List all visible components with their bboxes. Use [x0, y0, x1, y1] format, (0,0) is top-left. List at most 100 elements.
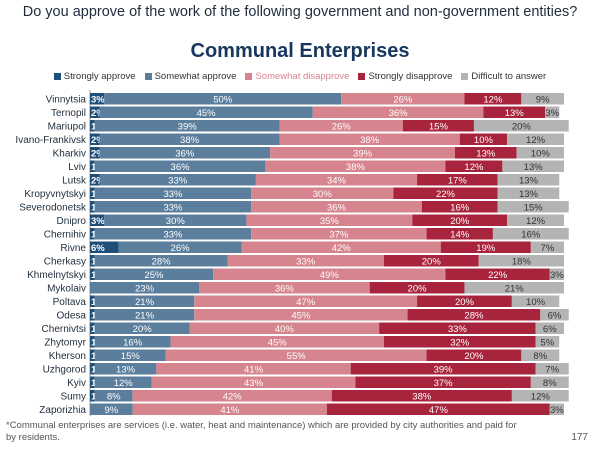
category-label: Zaporizhia: [39, 405, 86, 416]
data-label: 12%: [114, 378, 134, 389]
bar-segment: [90, 309, 95, 321]
data-label: 16%: [123, 337, 143, 348]
bar-segment: [516, 147, 564, 159]
data-label: 3%: [91, 94, 105, 105]
bar-segment: [530, 241, 564, 253]
data-label: 32%: [450, 337, 470, 348]
bar-segment: [170, 336, 384, 348]
data-label: 33%: [163, 189, 183, 200]
bar-segment: [90, 93, 105, 105]
data-label: 41%: [244, 364, 264, 375]
data-label: 2%: [91, 148, 105, 159]
bar-segment: [312, 106, 484, 118]
data-label: 10%: [531, 148, 551, 159]
data-label: 10%: [526, 297, 546, 308]
legend-label: Strongly disapprove: [368, 71, 453, 82]
data-label: 38%: [412, 391, 432, 402]
bar-segment: [165, 349, 427, 361]
bar-segment: [94, 363, 157, 375]
data-label: 36%: [327, 202, 347, 213]
bar-segment: [549, 403, 564, 415]
data-label: 41%: [220, 405, 240, 416]
legend-item: Strongly approve: [53, 71, 136, 82]
bar-segment: [94, 322, 190, 334]
data-label: 2%: [91, 175, 105, 186]
legend-item: Difficult to answer: [461, 71, 546, 82]
bar-segment: [132, 403, 327, 415]
data-label: 8%: [533, 351, 547, 362]
data-label: 21%: [505, 283, 525, 294]
data-label: 30%: [313, 189, 333, 200]
data-label: 23%: [135, 283, 155, 294]
bar-segment: [350, 363, 536, 375]
data-label: 9%: [104, 405, 118, 416]
bar-segment: [492, 228, 569, 240]
data-label: 6%: [548, 310, 562, 321]
category-label: Khmelnytskyi: [27, 270, 86, 281]
data-label: 25%: [144, 270, 164, 281]
data-label: 37%: [434, 378, 454, 389]
data-label: 28%: [464, 310, 484, 321]
bar-segment: [94, 268, 214, 280]
data-label: 34%: [327, 175, 347, 186]
data-label: 33%: [163, 202, 183, 213]
category-label: Kropyvnytskyi: [24, 189, 86, 200]
bar-segment: [90, 241, 119, 253]
legend-swatch: [358, 73, 366, 80]
category-label: Ivano-Frankivsk: [15, 135, 87, 146]
bar-segment: [94, 187, 252, 199]
bar-segment: [426, 228, 493, 240]
bar-segment: [464, 282, 564, 294]
legend-item: Somewhat disapprove: [245, 71, 349, 82]
bar-segment: [483, 106, 546, 118]
data-label: 47%: [296, 297, 316, 308]
bar-segment: [379, 322, 536, 334]
bar-segment: [90, 228, 95, 240]
bar-segment: [459, 133, 508, 145]
category-label: Kyiv: [67, 378, 86, 389]
data-label: 26%: [393, 94, 413, 105]
bar-segment: [327, 403, 550, 415]
category-label: Rivne: [60, 243, 86, 254]
data-label: 2%: [91, 108, 105, 119]
data-label: 50%: [213, 94, 233, 105]
data-label: 26%: [171, 243, 191, 254]
bar-segment: [530, 376, 569, 388]
data-label: 20%: [512, 121, 532, 132]
category-label: Chernivtsi: [42, 324, 86, 335]
bar-segment: [511, 295, 560, 307]
data-label: 20%: [422, 256, 442, 267]
data-label: 55%: [287, 351, 307, 362]
category-label: Kherson: [49, 351, 86, 362]
data-label: 15%: [121, 351, 141, 362]
data-label: 22%: [488, 270, 508, 281]
data-label: 7%: [541, 243, 555, 254]
bar-segment: [90, 282, 200, 294]
bar-segment: [90, 133, 100, 145]
bar-segment: [440, 241, 531, 253]
data-label: 26%: [332, 121, 352, 132]
stacked-bar-chart: Vinnytsia 3% 50% 26% 12% 9% Ternopil 2% 45% 36% 13…: [15, 90, 569, 416]
bar-segment: [90, 120, 95, 132]
bar-segment: [90, 322, 95, 334]
bar-segment: [270, 147, 455, 159]
bar-segment: [94, 228, 252, 240]
bar-segment: [497, 174, 560, 186]
bar-segment: [251, 201, 422, 213]
data-label: 43%: [244, 378, 264, 389]
bar-segment: [94, 376, 152, 388]
bar-segment: [417, 174, 498, 186]
bar-segment: [393, 187, 498, 199]
bar-segment: [251, 228, 427, 240]
bar-segment: [132, 390, 332, 402]
data-label: 13%: [505, 108, 525, 119]
data-label: 12%: [464, 162, 484, 173]
bar-segment: [90, 363, 95, 375]
data-label: 28%: [152, 256, 172, 267]
category-label: Severodonetsk: [19, 203, 87, 214]
data-label: 37%: [329, 229, 349, 240]
data-label: 33%: [296, 256, 316, 267]
bar-segment: [90, 160, 95, 172]
bar-segment: [90, 268, 95, 280]
data-label: 21%: [135, 310, 155, 321]
